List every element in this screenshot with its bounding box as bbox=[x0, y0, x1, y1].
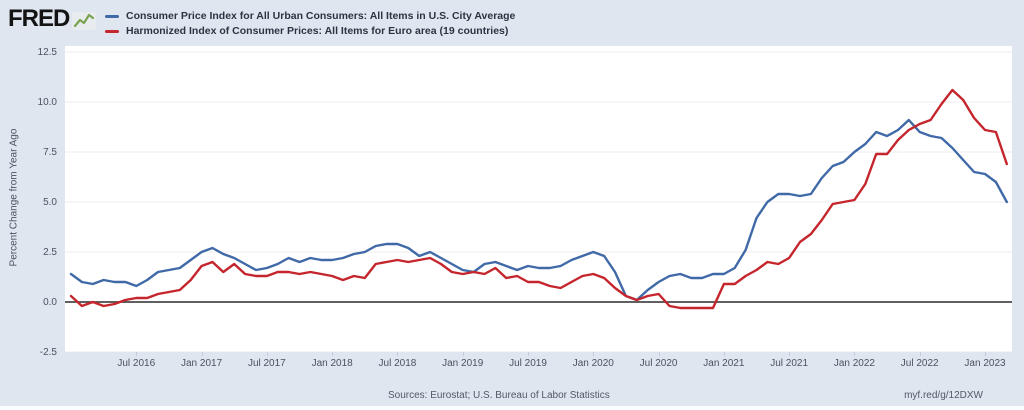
x-tick-mark bbox=[919, 352, 921, 356]
series-line-euro-hicp[interactable] bbox=[69, 88, 1008, 310]
legend-swatch-red bbox=[105, 29, 119, 33]
legend-item-euro-hicp[interactable]: Harmonized Index of Consumer Prices: All… bbox=[105, 25, 515, 37]
x-tick-label: Jul 2017 bbox=[247, 358, 286, 369]
chart-legend: Consumer Price Index for All Urban Consu… bbox=[105, 10, 515, 37]
x-tick-label: Jan 2021 bbox=[703, 358, 745, 369]
fred-logo[interactable]: FRED bbox=[8, 5, 97, 33]
y-tick-label: 0.0 bbox=[43, 296, 57, 308]
x-tick-label: Jan 2017 bbox=[180, 358, 223, 369]
x-tick-label: Jan 2022 bbox=[833, 358, 875, 369]
x-tick-label: Jan 2018 bbox=[311, 358, 353, 369]
x-tick-label: Jul 2018 bbox=[378, 358, 417, 369]
fred-logo-text: FRED bbox=[8, 5, 70, 32]
x-tick-mark bbox=[462, 352, 464, 356]
legend-label-us-cpi: Consumer Price Index for All Urban Consu… bbox=[126, 10, 516, 22]
x-tick-mark bbox=[136, 352, 138, 356]
y-tick-label: 2.5 bbox=[43, 246, 57, 258]
x-tick-mark bbox=[658, 352, 660, 356]
graph-permalink[interactable]: myf.red/g/12DXW bbox=[904, 390, 983, 401]
x-tick-mark bbox=[789, 352, 791, 356]
y-tick-label: 5.0 bbox=[43, 196, 57, 208]
y-tick-label: 7.5 bbox=[43, 146, 57, 158]
x-tick-mark bbox=[266, 352, 268, 356]
x-tick-label: Jul 2020 bbox=[639, 358, 678, 369]
x-tick-label: Jul 2021 bbox=[770, 358, 809, 369]
x-tick-label: Jul 2019 bbox=[509, 358, 547, 369]
sources-text: Sources: Eurostat; U.S. Bureau of Labor … bbox=[388, 390, 610, 401]
x-tick-label: Jan 2019 bbox=[442, 358, 484, 369]
x-tick-label: Jul 2022 bbox=[900, 358, 939, 369]
y-tick-label: 10.0 bbox=[37, 96, 57, 108]
x-tick-mark bbox=[528, 352, 529, 356]
x-tick-mark bbox=[201, 352, 203, 356]
line-chart-canvas bbox=[65, 51, 1012, 353]
x-tick-mark bbox=[723, 352, 725, 356]
legend-swatch-blue bbox=[105, 14, 119, 18]
plot-area[interactable] bbox=[65, 46, 1012, 353]
y-tick-label: 12.5 bbox=[37, 46, 57, 58]
legend-item-us-cpi[interactable]: Consumer Price Index for All Urban Consu… bbox=[105, 10, 515, 22]
x-tick-mark bbox=[985, 352, 986, 356]
x-tick-mark bbox=[593, 352, 595, 356]
legend-label-euro-hicp: Harmonized Index of Consumer Prices: All… bbox=[126, 25, 509, 37]
x-tick-label: Jul 2016 bbox=[117, 358, 156, 369]
series-line-us-cpi[interactable] bbox=[69, 118, 1008, 302]
bottom-strip bbox=[0, 406, 1024, 410]
x-tick-label: Jan 2023 bbox=[964, 358, 1006, 369]
fred-sparkline-icon bbox=[72, 12, 97, 30]
y-tick-label: -2.5 bbox=[39, 346, 57, 358]
x-tick-mark bbox=[854, 352, 856, 356]
x-tick-label: Jan 2020 bbox=[572, 358, 614, 369]
x-tick-mark bbox=[332, 352, 334, 356]
x-tick-mark bbox=[397, 352, 399, 356]
